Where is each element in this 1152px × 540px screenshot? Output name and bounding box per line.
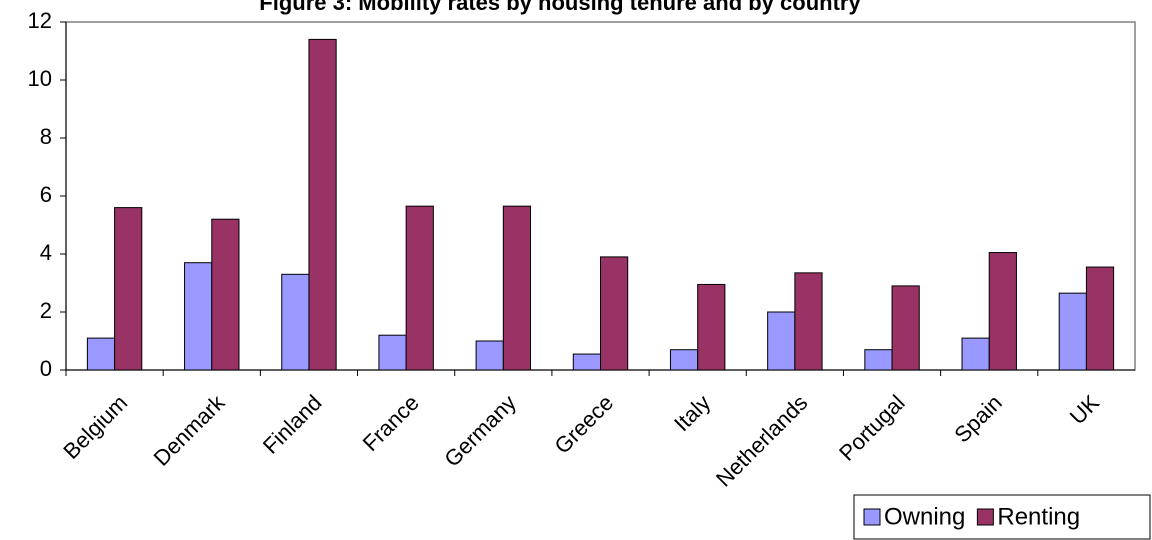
bar: [405, 205, 434, 371]
bar: [475, 340, 504, 371]
bar: [961, 337, 990, 371]
legend-box: [853, 494, 1151, 540]
y-tick-label: 4: [40, 240, 52, 265]
bar: [86, 337, 116, 371]
x-tick-label: UK: [1065, 390, 1105, 430]
bar: [669, 349, 699, 371]
legend-swatch: [863, 508, 881, 526]
x-tick-label: Portugal: [834, 390, 910, 466]
bar: [378, 334, 407, 371]
bar: [794, 272, 823, 371]
x-tick-label: Netherlands: [711, 390, 813, 492]
y-tick-label: 12: [28, 8, 52, 33]
bar: [502, 205, 532, 371]
bar: [767, 311, 796, 371]
bar: [600, 256, 629, 371]
bar: [572, 353, 601, 371]
bar: [114, 207, 143, 371]
x-tick-label: Italy: [669, 390, 715, 436]
x-tick-label: Belgium: [58, 390, 132, 464]
bar: [697, 283, 726, 371]
bar: [988, 252, 1017, 371]
bar: [891, 285, 920, 371]
y-tick-label: 6: [40, 182, 52, 207]
legend-label: Owning: [884, 503, 965, 530]
bar: [281, 273, 310, 371]
bar: [864, 349, 893, 371]
x-tick-label: Greece: [549, 390, 618, 459]
x-tick-label: Germany: [439, 390, 521, 472]
bar: [1085, 266, 1115, 371]
bar: [184, 262, 213, 371]
x-tick-label: Denmark: [149, 389, 230, 470]
bar: [1058, 292, 1087, 371]
y-tick-label: 2: [40, 298, 52, 323]
x-tick-label: Finland: [258, 390, 327, 459]
legend: Owning Renting: [853, 494, 1151, 540]
x-tick-label: Spain: [949, 390, 1006, 447]
y-tick-label: 0: [40, 356, 52, 381]
y-tick-label: 8: [40, 124, 52, 149]
legend-label: Renting: [997, 503, 1080, 530]
x-tick-label: France: [358, 390, 424, 456]
bar: [211, 218, 240, 371]
bar: [308, 38, 337, 371]
chart-title: Figure 3: Mobility rates by housing tenu…: [259, 0, 861, 15]
y-tick-label: 10: [28, 66, 52, 91]
legend-swatch: [976, 508, 994, 526]
